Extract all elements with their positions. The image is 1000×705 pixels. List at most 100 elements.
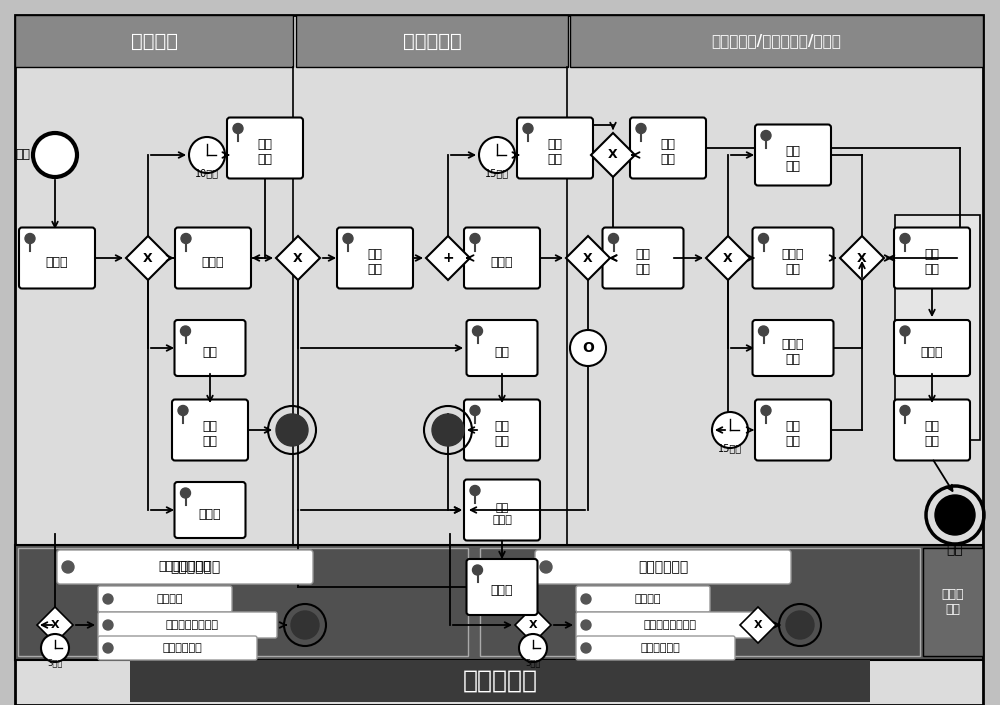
Text: O: O [582,341,594,355]
Circle shape [761,130,771,140]
FancyBboxPatch shape [18,548,468,656]
Text: +: + [442,251,454,265]
Text: 严重安全问题: 严重安全问题 [170,560,220,574]
FancyBboxPatch shape [175,482,246,538]
Polygon shape [426,236,470,280]
Text: X: X [529,620,537,630]
Text: 已诊断: 已诊断 [491,255,513,269]
Circle shape [479,137,515,173]
Text: 启动应急管理流程: 启动应急管理流程 [644,620,696,630]
FancyBboxPatch shape [98,612,277,638]
Text: 已分类: 已分类 [202,255,224,269]
Text: 3分钟: 3分钟 [47,658,63,667]
FancyBboxPatch shape [630,118,706,178]
Text: X: X [293,252,303,264]
Text: 基设部
解决: 基设部 解决 [782,248,804,276]
Text: 10分钟: 10分钟 [195,168,219,178]
Text: 旧严重安全问题: 旧严重安全问题 [159,560,211,573]
Polygon shape [706,236,750,280]
FancyBboxPatch shape [19,228,95,288]
Text: 应急管理流程: 应急管理流程 [640,643,680,653]
Circle shape [180,488,190,498]
Text: 运维管理部: 运维管理部 [403,32,461,51]
Text: X: X [608,149,618,161]
Circle shape [189,137,225,173]
Polygon shape [515,607,551,643]
FancyBboxPatch shape [894,228,970,288]
Text: 假单: 假单 [202,345,218,359]
Text: 结束: 结束 [947,542,963,556]
Text: 已记录: 已记录 [921,345,943,359]
Circle shape [581,594,591,604]
FancyBboxPatch shape [464,400,540,460]
Text: 分类
确认: 分类 确认 [368,248,382,276]
FancyBboxPatch shape [172,400,248,460]
FancyBboxPatch shape [753,228,834,288]
FancyBboxPatch shape [535,550,791,584]
Circle shape [103,643,113,653]
Text: 确认
旧问题: 确认 旧问题 [492,503,512,525]
Circle shape [581,643,591,653]
Circle shape [636,123,646,133]
FancyBboxPatch shape [57,550,313,584]
FancyBboxPatch shape [296,15,568,67]
FancyBboxPatch shape [15,15,293,67]
Circle shape [276,414,308,446]
Text: X: X [723,252,733,264]
FancyBboxPatch shape [576,612,755,638]
Circle shape [900,326,910,336]
FancyBboxPatch shape [466,559,538,615]
FancyBboxPatch shape [753,320,834,376]
Circle shape [180,326,190,336]
FancyBboxPatch shape [570,15,983,67]
FancyBboxPatch shape [464,228,540,288]
Polygon shape [126,236,170,280]
FancyBboxPatch shape [15,545,983,660]
Text: 解决确认: 解决确认 [157,594,183,604]
FancyBboxPatch shape [576,636,735,660]
Text: 解决
确认: 解决 确认 [924,248,940,276]
FancyBboxPatch shape [227,118,303,178]
Text: 伪单
确认: 伪单 确认 [494,420,510,448]
FancyBboxPatch shape [130,660,870,702]
FancyBboxPatch shape [337,228,413,288]
Text: 安全管理部: 安全管理部 [462,669,538,693]
Text: X: X [583,252,593,264]
Polygon shape [37,607,73,643]
Circle shape [786,611,814,639]
Circle shape [470,486,480,496]
Circle shape [33,133,77,177]
FancyBboxPatch shape [15,15,983,705]
Circle shape [935,495,975,535]
Text: X: X [51,620,59,630]
FancyBboxPatch shape [466,320,538,376]
Text: 应急管理流程: 应急管理流程 [162,643,202,653]
Text: 启动应急管理流程: 启动应急管理流程 [166,620,218,630]
Text: 旧问题: 旧问题 [491,584,513,598]
FancyBboxPatch shape [576,586,710,612]
Circle shape [523,123,533,133]
Text: 15分钟: 15分钟 [718,443,742,453]
Circle shape [181,233,191,243]
Text: 3分钟: 3分钟 [525,658,541,667]
Circle shape [103,620,113,630]
Circle shape [25,233,35,243]
Text: 总部
诊断: 总部 诊断 [548,138,562,166]
Text: 运维管
理部: 运维管 理部 [942,588,964,616]
Text: 次级安全问题: 次级安全问题 [638,560,688,574]
Circle shape [178,405,188,415]
Text: 监控中心: 监控中心 [130,32,178,51]
Text: X: X [857,252,867,264]
FancyBboxPatch shape [755,125,831,185]
Polygon shape [591,133,635,177]
Text: 旧问题: 旧问题 [199,508,221,520]
Text: 伪单: 伪单 [494,345,510,359]
Circle shape [900,233,910,243]
Circle shape [759,326,768,336]
Circle shape [761,405,771,415]
Circle shape [540,561,552,573]
Circle shape [343,233,353,243]
Text: X: X [754,620,762,630]
FancyBboxPatch shape [480,548,920,656]
Circle shape [41,634,69,662]
